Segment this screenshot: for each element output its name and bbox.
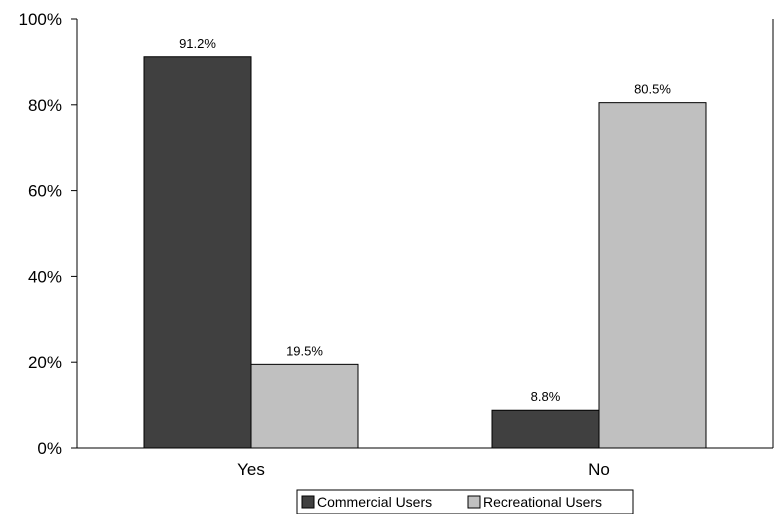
- legend-swatch: [467, 495, 481, 509]
- y-tick-label: 100%: [19, 10, 62, 29]
- bar-commercial-users-yes: [143, 56, 252, 449]
- legend-label: Recreational Users: [483, 494, 602, 510]
- x-axis-category-labels: Yes No: [237, 460, 610, 479]
- bar-series: [143, 56, 707, 449]
- data-label: 19.5%: [286, 343, 323, 358]
- legend: Commercial Users Recreational Users: [296, 489, 634, 514]
- data-label: 91.2%: [179, 36, 216, 51]
- y-tick-label: 60%: [28, 182, 62, 201]
- category-label-no: No: [588, 460, 610, 479]
- legend-label: Commercial Users: [317, 494, 432, 510]
- legend-box: [296, 489, 634, 514]
- bar-commercial-users-no: [491, 409, 600, 449]
- data-label: 80.5%: [634, 82, 671, 97]
- data-label: 8.8%: [531, 389, 561, 404]
- data-labels: 91.2% 19.5% 8.8% 80.5%: [179, 36, 671, 404]
- bar-recreational-users-no: [598, 102, 707, 449]
- legend-swatch: [301, 495, 315, 509]
- y-tick-label: 20%: [28, 353, 62, 372]
- y-tick-label: 80%: [28, 96, 62, 115]
- y-axis-ticks: 0% 20% 40% 60% 80% 100%: [19, 10, 77, 458]
- bar-recreational-users-yes: [250, 363, 359, 449]
- category-label-yes: Yes: [237, 460, 265, 479]
- y-tick-label: 0%: [37, 439, 62, 458]
- y-tick-label: 40%: [28, 267, 62, 286]
